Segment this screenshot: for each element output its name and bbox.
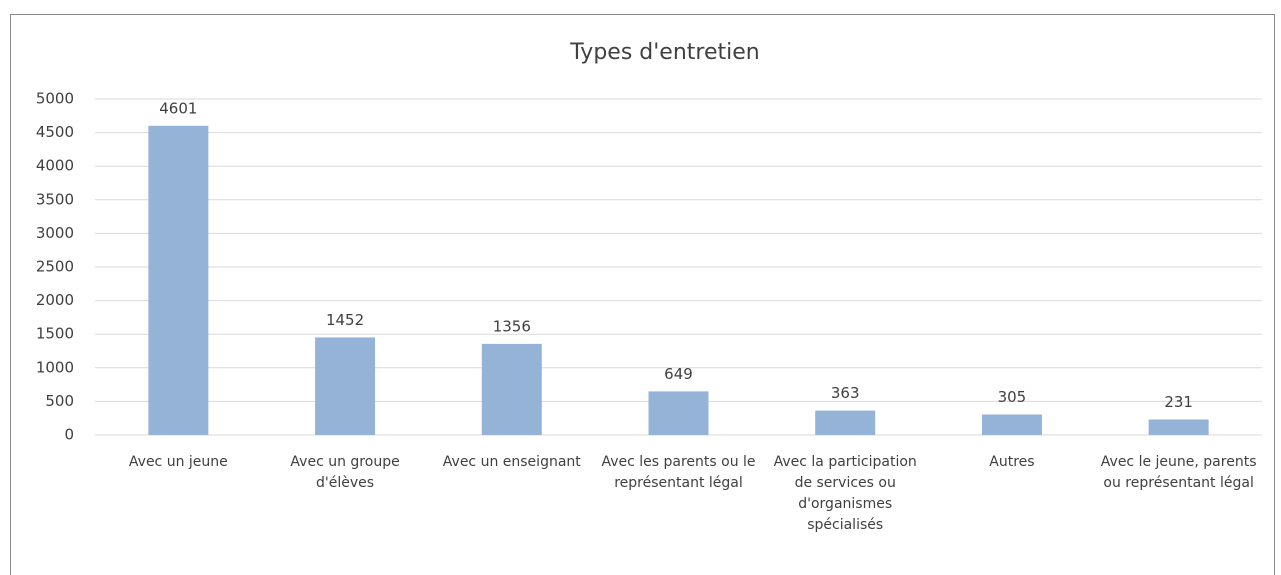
y-tick-label: 3000: [36, 224, 74, 242]
y-tick-label: 500: [45, 392, 74, 410]
bar: [648, 391, 709, 435]
y-tick-label: 4000: [36, 157, 74, 175]
bar: [815, 410, 876, 435]
value-label: 4601: [159, 99, 197, 117]
x-tick-label: Avec la participation de services ou d'o…: [773, 454, 917, 533]
x-tick-label: Avec les parents ou le représentant léga…: [601, 454, 756, 491]
y-tick-label: 3500: [36, 190, 74, 208]
bar: [148, 125, 209, 435]
value-label: 649: [664, 365, 693, 383]
x-tick-label: Avec un jeune: [128, 454, 228, 470]
bar: [481, 343, 542, 435]
bar: [981, 414, 1042, 435]
y-tick-label: 5000: [36, 90, 74, 108]
y-tick-label: 2000: [36, 291, 74, 309]
value-label: 1452: [326, 311, 364, 329]
value-label: 231: [1164, 393, 1193, 411]
x-tick-label: Autres: [989, 454, 1035, 470]
x-tick-label: Avec un enseignant: [442, 454, 581, 470]
y-tick-label: 2500: [36, 258, 74, 276]
x-tick-label: Avec un groupe d'élèves: [290, 454, 400, 491]
bar: [1148, 419, 1209, 435]
bar: [315, 337, 376, 435]
value-label: 305: [998, 388, 1027, 406]
chart-border: [10, 14, 1275, 575]
y-tick-label: 0: [64, 426, 74, 444]
y-tick-label: 4500: [36, 123, 74, 141]
value-label: 1356: [493, 317, 531, 335]
x-tick-label: Avec le jeune, parents ou représentant l…: [1100, 454, 1257, 491]
y-tick-label: 1500: [36, 325, 74, 343]
value-label: 363: [831, 384, 860, 402]
chart-title: Types d'entretien: [569, 40, 759, 65]
y-tick-label: 1000: [36, 358, 74, 376]
